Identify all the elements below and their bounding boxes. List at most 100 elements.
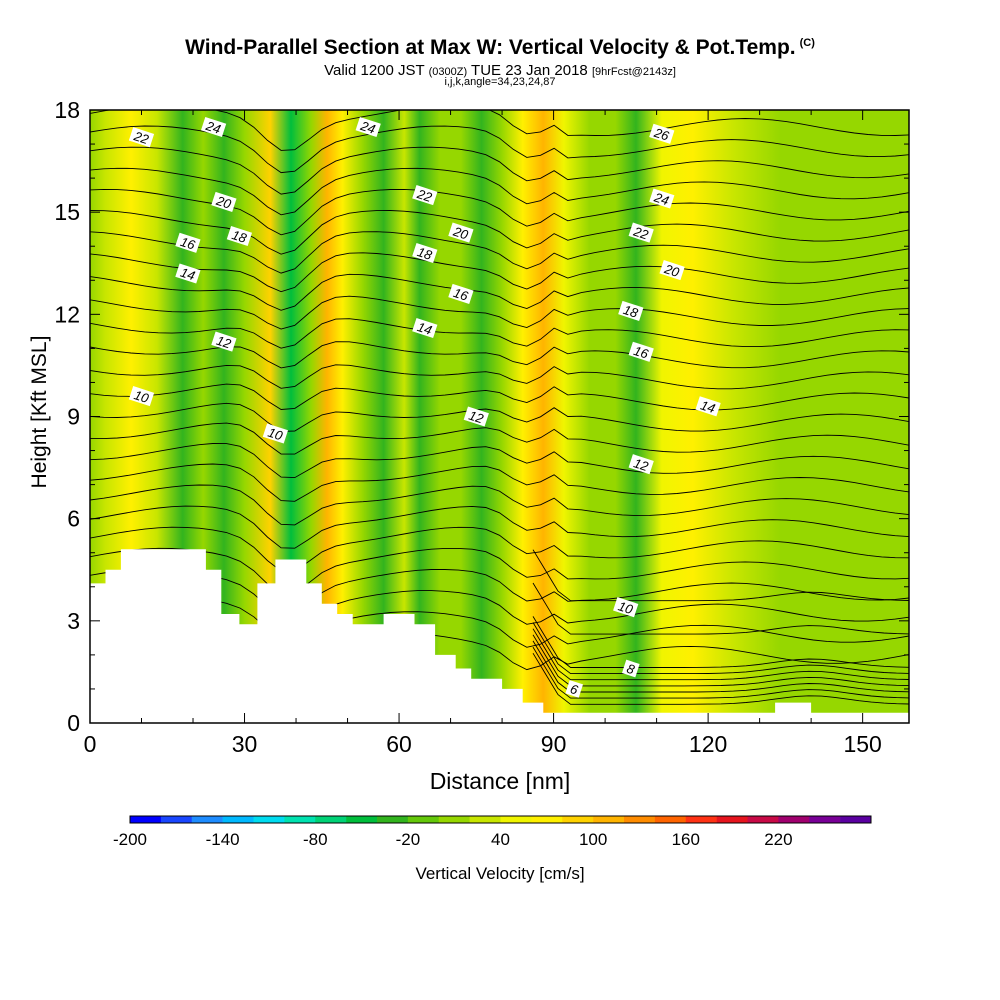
isentrope-line bbox=[90, 364, 909, 390]
isentrope-line bbox=[90, 526, 909, 572]
isentrope-line bbox=[90, 463, 909, 502]
isentrope-label-text: 10 bbox=[616, 598, 635, 617]
x-axis-label: Distance [nm] bbox=[429, 768, 571, 794]
isentrope-label: 10 bbox=[613, 597, 639, 617]
colorbar-swatch bbox=[191, 816, 223, 823]
isentrope-line bbox=[90, 273, 909, 311]
y-tick-label: 9 bbox=[67, 404, 80, 430]
isentrope-label-text: 18 bbox=[621, 302, 640, 321]
y-tick-label: 6 bbox=[67, 506, 80, 532]
isentrope-label-text: 14 bbox=[415, 319, 433, 338]
isentrope-label-bg bbox=[618, 300, 644, 321]
isentrope-label: 18 bbox=[618, 300, 644, 321]
x-tick-label: 150 bbox=[843, 731, 881, 757]
isentrope-label: 18 bbox=[226, 225, 253, 246]
isentrope-label-text: 12 bbox=[215, 333, 234, 352]
isentrope-line bbox=[90, 402, 909, 432]
isentrope-line bbox=[90, 252, 909, 293]
colorbar-swatch bbox=[747, 816, 779, 823]
isentrope-label-bg bbox=[695, 396, 721, 417]
isentrope-label-text: 12 bbox=[632, 455, 651, 474]
isentrope-label: 14 bbox=[175, 263, 201, 284]
y-tick-label: 15 bbox=[54, 199, 80, 225]
colorbar-swatch bbox=[840, 816, 872, 823]
isentrope-label: 6 bbox=[565, 680, 584, 698]
isentrope-label-text: 22 bbox=[414, 186, 434, 205]
isentrope-label: 12 bbox=[211, 331, 237, 352]
colorbar-swatch bbox=[469, 816, 501, 823]
isentrope-label: 14 bbox=[412, 317, 438, 339]
isentrope-line bbox=[532, 622, 909, 675]
isentrope-label-bg bbox=[128, 386, 155, 407]
isentrope-line bbox=[532, 652, 909, 705]
isentrope-label-text: 14 bbox=[179, 265, 197, 284]
isentrope-label-text: 24 bbox=[203, 118, 222, 137]
isentrope-line bbox=[90, 295, 909, 330]
isentrope-label-bg bbox=[175, 263, 201, 284]
colorbar-swatch bbox=[222, 816, 254, 823]
colorbar-swatch bbox=[253, 816, 285, 823]
isentrope-label: 16 bbox=[448, 283, 474, 304]
colorbar-swatch bbox=[346, 816, 378, 823]
isentrope-label-text: 16 bbox=[452, 285, 471, 304]
y-tick-label: 18 bbox=[54, 97, 80, 123]
isentrope-label: 26 bbox=[649, 123, 675, 144]
colorbar-swatch bbox=[531, 816, 563, 823]
isentrope-label: 20 bbox=[211, 191, 237, 212]
colorbar: -200 -140 -80 -20 40 100 160 220 bbox=[113, 815, 872, 849]
copyright-mark: (C) bbox=[799, 37, 815, 49]
isentrope-line bbox=[90, 210, 909, 255]
colorbar-tick-label: 220 bbox=[764, 830, 792, 849]
isentrope-label-text: 10 bbox=[132, 387, 151, 406]
isentrope-line bbox=[90, 125, 909, 174]
chart-title: Wind-Parallel Section at Max W: Vertical… bbox=[185, 36, 815, 59]
isentrope-label-bg bbox=[175, 232, 201, 253]
isentrope-label-bg bbox=[200, 116, 227, 138]
isentrope-line bbox=[532, 634, 909, 687]
isentrope-label-bg bbox=[628, 222, 654, 243]
colorbar-swatch bbox=[685, 816, 717, 823]
isentrope-label: 12 bbox=[463, 406, 489, 427]
isentrope-line bbox=[90, 231, 909, 274]
isentrope-label-bg bbox=[262, 423, 289, 444]
isentrope-line bbox=[90, 383, 909, 411]
x-tick-label: 30 bbox=[232, 731, 258, 757]
isentrope-label-text: 10 bbox=[266, 425, 285, 444]
isentrope-label: 16 bbox=[175, 232, 201, 253]
isentrope-label-text: 16 bbox=[632, 343, 651, 362]
isentrope-label: 10 bbox=[262, 423, 289, 444]
x-tick-label: 60 bbox=[386, 731, 412, 757]
isentrope-label-text: 26 bbox=[651, 125, 671, 144]
isentrope-line bbox=[532, 640, 909, 693]
isentrope-label-bg bbox=[649, 123, 675, 144]
y-tick-label: 0 bbox=[67, 710, 80, 736]
isentrope-line bbox=[532, 549, 909, 602]
colorbar-swatch bbox=[593, 816, 625, 823]
isentrope-label-bg bbox=[463, 406, 489, 427]
colorbar-swatch bbox=[438, 816, 470, 823]
colorbar-swatch bbox=[407, 816, 440, 823]
isentrope-line bbox=[532, 582, 909, 635]
isentrope-label: 10 bbox=[128, 386, 155, 407]
isentrope-label: 22 bbox=[128, 127, 155, 147]
colorbar-swatch bbox=[809, 816, 841, 823]
isentrope-label-bg bbox=[621, 659, 640, 678]
isentrope-label: 20 bbox=[659, 260, 685, 280]
isentrope-label-text: 24 bbox=[651, 189, 670, 208]
colorbar-tick-label: -200 bbox=[113, 830, 147, 849]
isentrope-label: 14 bbox=[695, 396, 721, 417]
colorbar-swatch bbox=[160, 816, 193, 823]
isentrope-line bbox=[90, 484, 909, 526]
isentrope-label-text: 12 bbox=[467, 408, 486, 427]
isentrope-label-bg bbox=[211, 191, 237, 212]
isentrope-label-bg bbox=[355, 116, 381, 138]
isentrope-label: 24 bbox=[355, 116, 381, 138]
isentrope-line bbox=[90, 110, 909, 151]
isentrope-line bbox=[90, 443, 909, 479]
isentrope-label: 18 bbox=[412, 242, 438, 263]
isentrope-label: 24 bbox=[200, 116, 227, 138]
colorbar-swatch bbox=[562, 816, 594, 823]
y-tick-label: 3 bbox=[67, 608, 80, 634]
colorbar-tick-label: -80 bbox=[303, 830, 328, 849]
